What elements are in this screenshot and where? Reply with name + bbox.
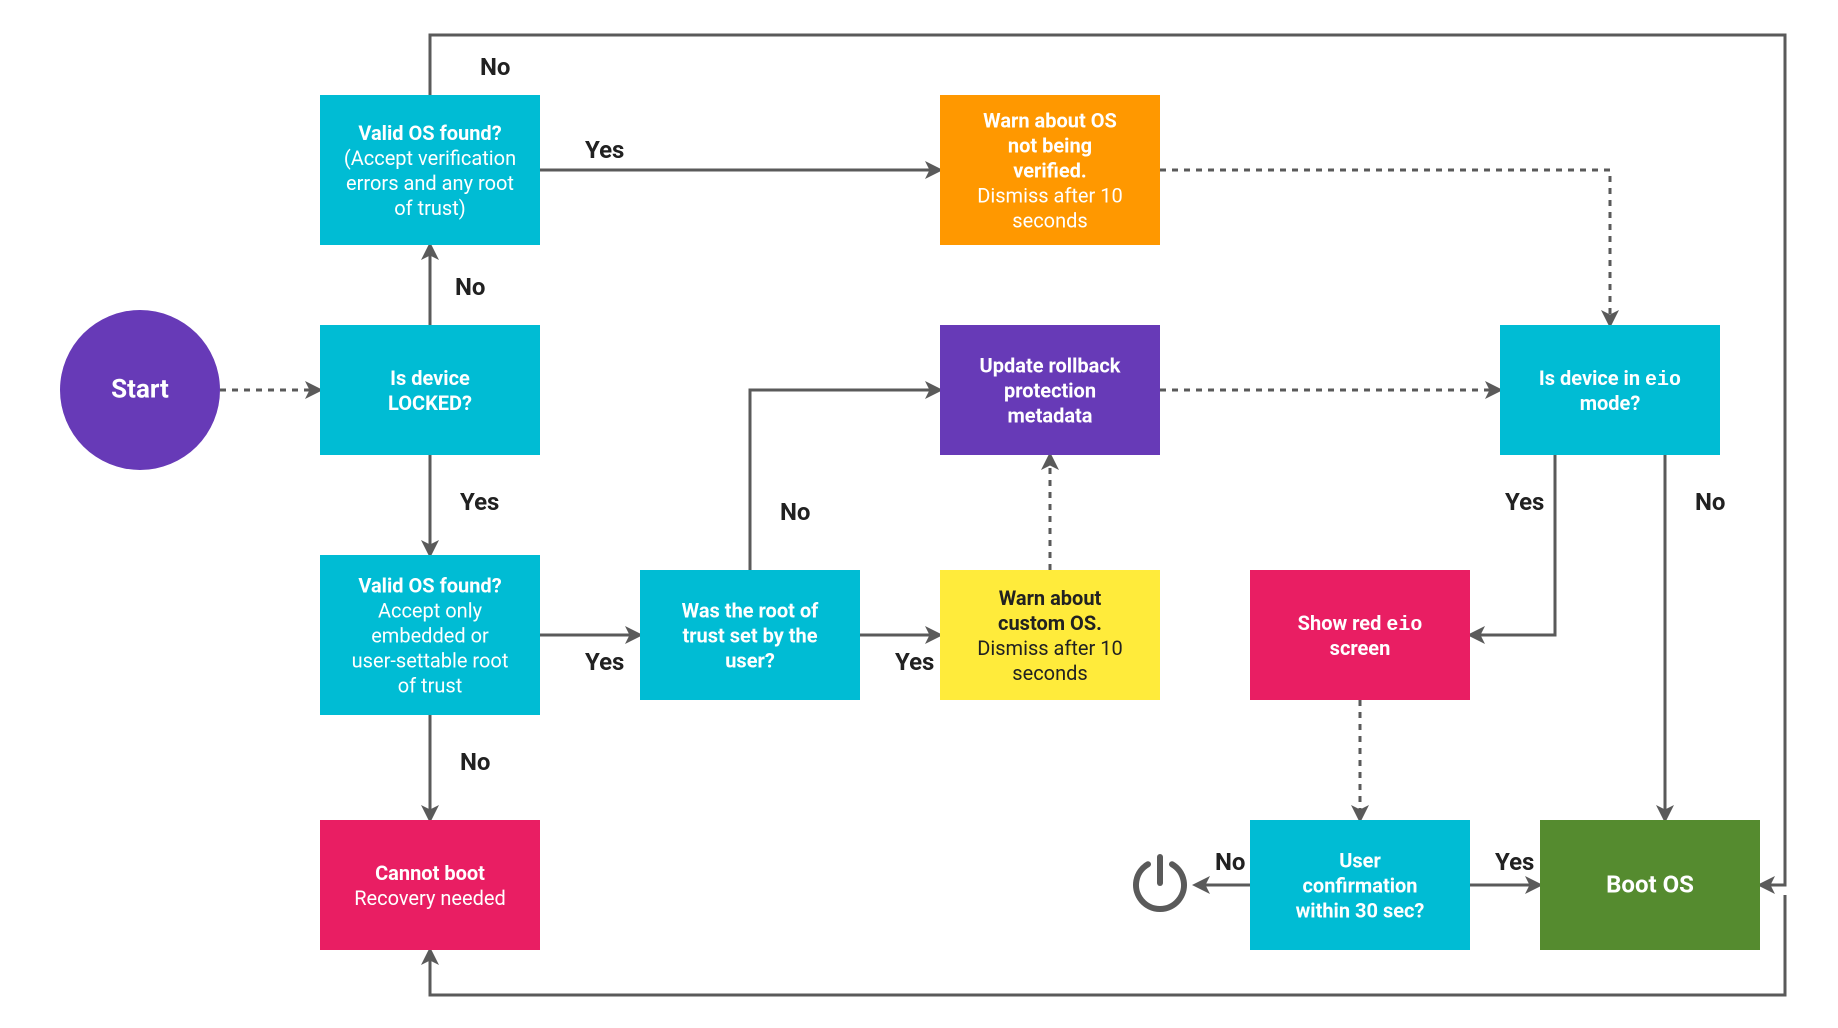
node-valid_os_locked-line-1: Accept only	[378, 599, 483, 623]
node-valid_os_locked-line-4: of trust	[398, 674, 463, 698]
node-is_locked-line-0: Is device	[390, 366, 470, 390]
node-valid_os_unlocked-line-0: Valid OS found?	[358, 121, 501, 145]
node-show_red_eio-line-1: screen	[1330, 636, 1391, 660]
node-warn_custom_os-line-3: seconds	[1012, 661, 1087, 685]
node-update_rollback-line-2: metadata	[1007, 404, 1092, 428]
node-warn_not_verified: Warn about OSnot beingverified.Dismiss a…	[940, 95, 1160, 245]
node-root_set_by_user-line-0: Was the root of	[682, 599, 819, 623]
edge-label-root_no_to_rollback: No	[780, 498, 810, 526]
edge-label-root_yes_to_warn_custom: Yes	[895, 648, 934, 676]
node-update_rollback: Update rollbackprotectionmetadata	[940, 325, 1160, 455]
node-warn_custom_os-line-1: custom OS.	[998, 611, 1102, 635]
node-update_rollback-line-1: protection	[1004, 379, 1096, 403]
node-warn_not_verified-line-4: seconds	[1012, 209, 1087, 233]
node-start: Start	[60, 310, 220, 470]
node-valid_os_locked-line-0: Valid OS found?	[358, 574, 501, 598]
node-is_locked-line-1: LOCKED?	[388, 391, 472, 415]
node-is_eio_mode: Is device in eiomode?	[1500, 325, 1720, 455]
edge-label-valid_unlocked_no_top_loop: No	[480, 53, 510, 81]
node-is_eio_mode-line-0: Is device in eio	[1539, 366, 1681, 392]
edge-label-valid_locked_no_to_cannot: No	[460, 748, 490, 776]
node-boot_os-line-0: Boot OS	[1606, 871, 1694, 899]
node-cannot_boot: Cannot bootRecovery needed	[320, 820, 540, 950]
node-valid_os_locked: Valid OS found?Accept onlyembedded oruse…	[320, 555, 540, 715]
node-root_set_by_user-line-2: user?	[725, 649, 775, 673]
node-is_locked: Is deviceLOCKED?	[320, 325, 540, 455]
node-cannot_boot-line-1: Recovery needed	[354, 886, 506, 910]
node-user_confirm-line-1: confirmation	[1302, 874, 1417, 898]
edge-label-valid_locked_yes_to_root: Yes	[585, 648, 624, 676]
node-warn_custom_os-line-0: Warn about	[999, 586, 1102, 610]
node-root_set_by_user-line-1: trust set by the	[682, 624, 817, 648]
node-root_set_by_user: Was the root oftrust set by theuser?	[640, 570, 860, 700]
node-warn_custom_os: Warn aboutcustom OS.Dismiss after 10seco…	[940, 570, 1160, 700]
node-is_eio_mode-line-1: mode?	[1580, 391, 1641, 415]
edge-label-eio_yes_to_red: Yes	[1505, 488, 1544, 516]
node-cannot_boot-line-0: Cannot boot	[375, 861, 485, 885]
node-warn_not_verified-line-3: Dismiss after 10	[977, 184, 1123, 208]
edge-label-confirm_yes_to_boot: Yes	[1495, 848, 1534, 876]
node-valid_os_unlocked-line-2: errors and any root	[346, 171, 514, 195]
edge-label-locked_no_to_valid_unlocked: No	[455, 273, 485, 301]
node-warn_not_verified-line-0: Warn about OS	[983, 109, 1117, 133]
node-valid_os_unlocked: Valid OS found?(Accept verificationerror…	[320, 95, 540, 245]
edge-label-confirm_no_to_power: No	[1215, 848, 1245, 876]
node-show_red_eio-line-0: Show red eio	[1298, 611, 1423, 637]
node-valid_os_locked-line-3: user-settable root	[352, 649, 509, 673]
node-warn_not_verified-line-1: not being	[1008, 134, 1092, 158]
edge-label-locked_yes_to_valid_locked: Yes	[460, 488, 499, 516]
node-warn_not_verified-line-2: verified.	[1013, 159, 1086, 183]
node-update_rollback-line-0: Update rollback	[980, 354, 1121, 378]
node-valid_os_locked-line-2: embedded or	[371, 624, 489, 648]
node-user_confirm: Userconfirmationwithin 30 sec?	[1250, 820, 1470, 950]
node-user_confirm-line-2: within 30 sec?	[1296, 899, 1425, 923]
node-valid_os_unlocked-line-3: of trust)	[394, 196, 466, 220]
edge-label-valid_unlocked_yes_to_warn: Yes	[585, 136, 624, 164]
flowchart-canvas: No Yes Yes No Yes No Yes No Yes No Yes No Start Valid…	[0, 0, 1838, 1028]
node-warn_custom_os-line-2: Dismiss after 10	[977, 636, 1123, 660]
edge-label-eio_no_to_boot: No	[1695, 488, 1725, 516]
flowchart-root: No Yes Yes No Yes No Yes No Yes No Yes No Start Valid…	[0, 0, 1838, 1028]
node-start-line-0: Start	[111, 375, 169, 405]
node-valid_os_unlocked-line-1: (Accept verification	[344, 146, 516, 170]
node-show_red_eio: Show red eioscreen	[1250, 570, 1470, 700]
node-boot_os: Boot OS	[1540, 820, 1760, 950]
node-user_confirm-line-0: User	[1339, 849, 1381, 873]
